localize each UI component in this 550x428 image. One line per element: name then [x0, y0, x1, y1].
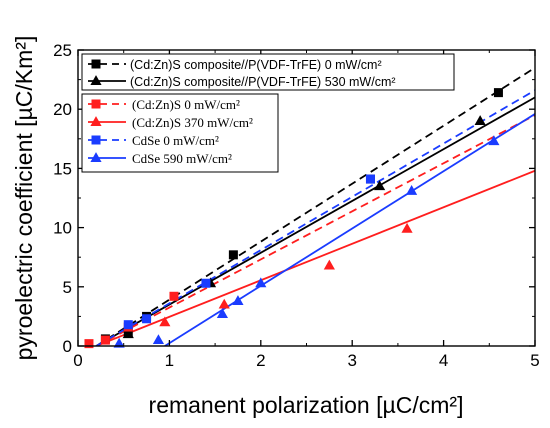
x-tick-label: 3	[347, 351, 356, 370]
data-point-series-0	[493, 88, 503, 98]
data-point-series-5	[152, 334, 165, 345]
fit-line-series-2	[95, 114, 535, 346]
y-tick-label: 5	[63, 278, 72, 297]
fit-line-series-3	[95, 169, 535, 346]
x-axis-label: remanent polarization [µC/cm²]	[149, 392, 464, 418]
legend-marker-series-0	[91, 59, 101, 69]
data-point-series-5	[232, 295, 244, 305]
y-tick-label: 15	[53, 159, 72, 178]
y-tick-label: 0	[63, 337, 72, 356]
tick-labels: 0 1 2 3 4 5 0 5 10 15 20 25	[53, 41, 540, 370]
data-point-series-2	[169, 291, 179, 301]
legend-label-series-5: CdSe 590 mW/cm²	[132, 151, 232, 166]
y-tick-label: 10	[53, 219, 72, 238]
legend-marker-series-5	[90, 152, 102, 162]
legend-box-1	[81, 93, 279, 173]
x-tick-label: 5	[530, 351, 539, 370]
legend-marker-series-3	[90, 116, 102, 126]
data-point-series-5	[488, 135, 500, 146]
data-point-series-2	[100, 335, 110, 345]
legend-label-series-0: (Cd:Zn)S composite//P(VDF-TrFE) 0 mW/cm²	[130, 58, 382, 72]
data-point-series-5	[113, 337, 125, 348]
data-point-series-4	[142, 314, 152, 324]
data-point-series-4	[201, 278, 211, 288]
legend-label-series-1: (Cd:Zn)S composite//P(VDF-TrFE) 530 mW/c…	[130, 75, 396, 89]
data-point-series-2	[84, 339, 94, 349]
data-markers	[84, 88, 503, 349]
data-point-series-1	[374, 180, 386, 191]
y-tick-label: 25	[53, 41, 72, 60]
legend-label-series-4: CdSe 0 mW/cm²	[132, 133, 219, 148]
data-point-series-0	[228, 250, 238, 260]
data-point-series-5	[216, 308, 228, 319]
legend-marker-series-2	[91, 99, 101, 109]
data-point-series-3	[218, 298, 230, 309]
legend-box-0	[81, 53, 455, 91]
x-tick-label: 1	[165, 351, 174, 370]
legend-label-series-3: (Cd:Zn)S 370 mW/cm²	[132, 115, 253, 130]
legend-marker-series-4	[91, 135, 101, 145]
fit-line-series-1	[95, 96, 535, 346]
x-tick-label: 2	[256, 351, 265, 370]
fit-lines	[95, 66, 535, 346]
legend-marker-series-1	[90, 75, 102, 85]
legend: (Cd:Zn)S composite//P(VDF-TrFE) 0 mW/cm²…	[81, 53, 455, 173]
x-tick-label: 0	[73, 351, 82, 370]
data-point-series-1	[122, 328, 134, 339]
fit-line-series-0	[95, 66, 535, 346]
fit-line-series-4	[95, 89, 535, 346]
data-point-series-3	[401, 222, 413, 233]
y-axis-label: pyroelectric coefficient [µC/Km²]	[11, 36, 37, 361]
y-tick-label: 20	[53, 100, 72, 119]
data-point-series-4	[365, 174, 375, 184]
data-point-series-3	[323, 259, 335, 270]
legend-label-series-2: (Cd:Zn)S 0 mW/cm²	[132, 97, 240, 112]
data-point-series-4	[123, 320, 133, 330]
x-tick-label: 4	[439, 351, 448, 370]
data-point-series-1	[474, 115, 486, 126]
data-point-series-5	[406, 185, 418, 195]
data-point-series-5	[255, 277, 267, 288]
data-point-series-3	[159, 316, 171, 327]
